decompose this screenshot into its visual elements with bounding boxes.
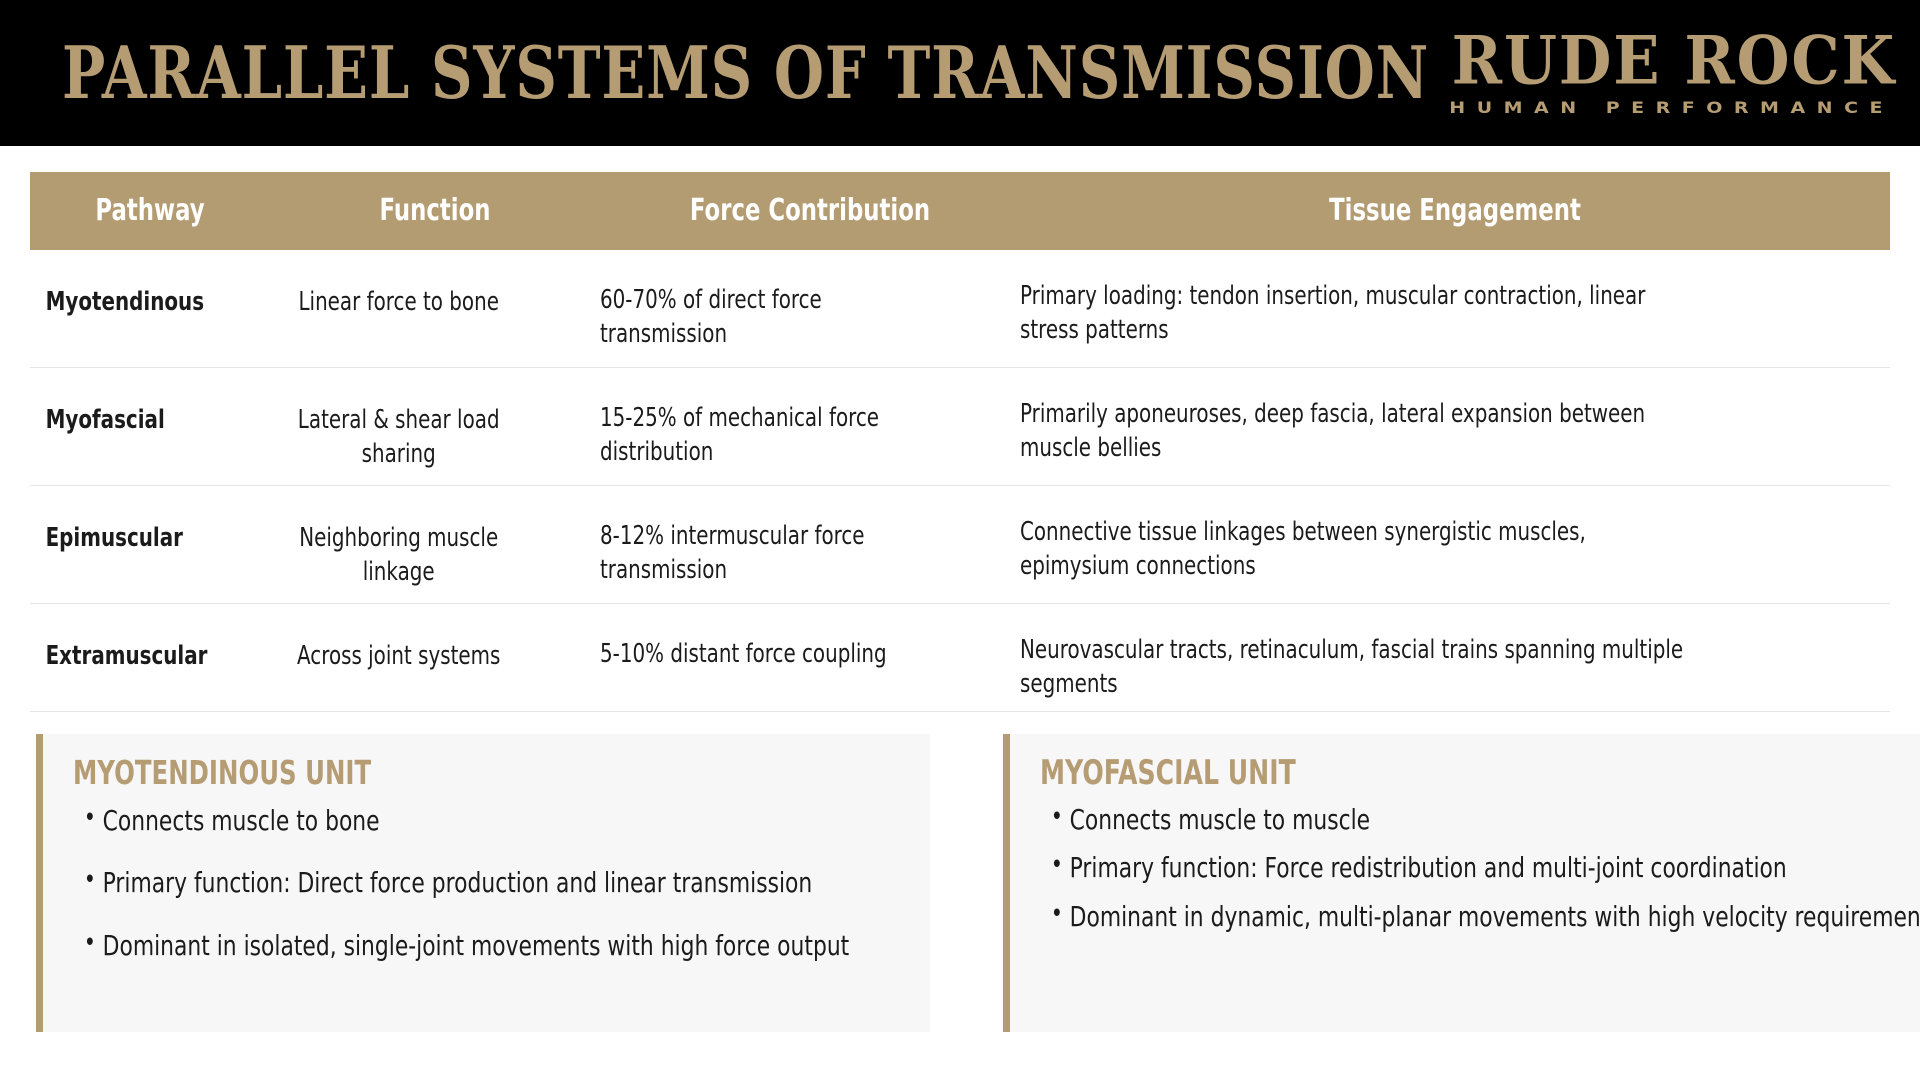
table-row: Epimuscular Neighboring muscle linkage 8… [30,486,1890,604]
table-row: Myofascial Lateral & shear load sharing … [30,368,1890,486]
table-row: Myotendinous Linear force to bone 60-70%… [30,250,1890,368]
column-header-force-contribution: Force Contribution [689,193,931,228]
card-title: MYOFASCIAL UNIT [1040,753,1296,793]
cell-function: Neighboring muscle linkage [299,523,499,587]
table-row: Extramuscular Across joint systems 5-10%… [30,604,1890,712]
card-bullet-list: Connects muscle to muscle Primary functi… [1040,801,1920,935]
page-title: PARALLEL SYSTEMS OF TRANSMISSION [62,30,1430,115]
list-item: Primary function: Force redistribution a… [1040,849,1920,886]
column-header-pathway: Pathway [95,193,205,228]
cell-force: 8-12% intermuscular force transmission [600,521,865,585]
list-item: Connects muscle to muscle [1040,801,1920,838]
transmission-pathways-table: Pathway Function Force Contribution Tiss… [30,172,1890,712]
brand-logo-name: RUDE ROCK [1451,21,1896,100]
cell-function: Lateral & shear load sharing [297,405,500,469]
cell-force: 15-25% of mechanical force distribution [600,403,880,467]
card-title: MYOTENDINOUS UNIT [73,753,372,792]
cell-pathway: Myotendinous [45,287,205,317]
list-item: Dominant in dynamic, multi-planar moveme… [1040,898,1920,935]
list-item: Dominant in isolated, single-joint movem… [73,927,984,964]
column-header-tissue-engagement: Tissue Engagement [1329,193,1581,228]
cell-force: 5-10% distant force coupling [600,639,887,669]
cell-function: Linear force to bone [298,287,499,317]
slide-header-bar: PARALLEL SYSTEMS OF TRANSMISSION RUDE RO… [0,0,1920,146]
cell-pathway: Extramuscular [45,641,208,671]
cell-tissue: Neurovascular tracts, retinaculum, fasci… [1020,635,1684,699]
cell-force: 60-70% of direct force transmission [600,285,822,349]
cell-tissue: Primarily aponeuroses, deep fascia, late… [1020,399,1646,463]
list-item: Primary function: Direct force productio… [73,864,984,901]
column-header-function: Function [379,193,491,228]
table-body: Myotendinous Linear force to bone 60-70%… [30,250,1890,712]
unit-summary-cards: MYOTENDINOUS UNIT Connects muscle to bon… [36,734,1920,1034]
cell-tissue: Primary loading: tendon insertion, muscu… [1020,281,1646,345]
card-myofascial-unit: MYOFASCIAL UNIT Connects muscle to muscl… [1003,734,1920,1032]
cell-tissue: Connective tissue linkages between syner… [1020,517,1586,581]
brand-logo: RUDE ROCK HUMAN PERFORMANCE [1413,21,1896,118]
card-bullet-list: Connects muscle to bone Primary function… [73,802,902,964]
cell-function: Across joint systems [297,641,501,671]
list-item: Connects muscle to bone [73,802,984,839]
cell-pathway: Epimuscular [45,523,183,553]
card-myotendinous-unit: MYOTENDINOUS UNIT Connects muscle to bon… [36,734,930,1032]
cell-pathway: Myofascial [45,405,165,435]
brand-logo-tagline: HUMAN PERFORMANCE [1449,97,1894,117]
table-header-row: Pathway Function Force Contribution Tiss… [30,172,1890,250]
